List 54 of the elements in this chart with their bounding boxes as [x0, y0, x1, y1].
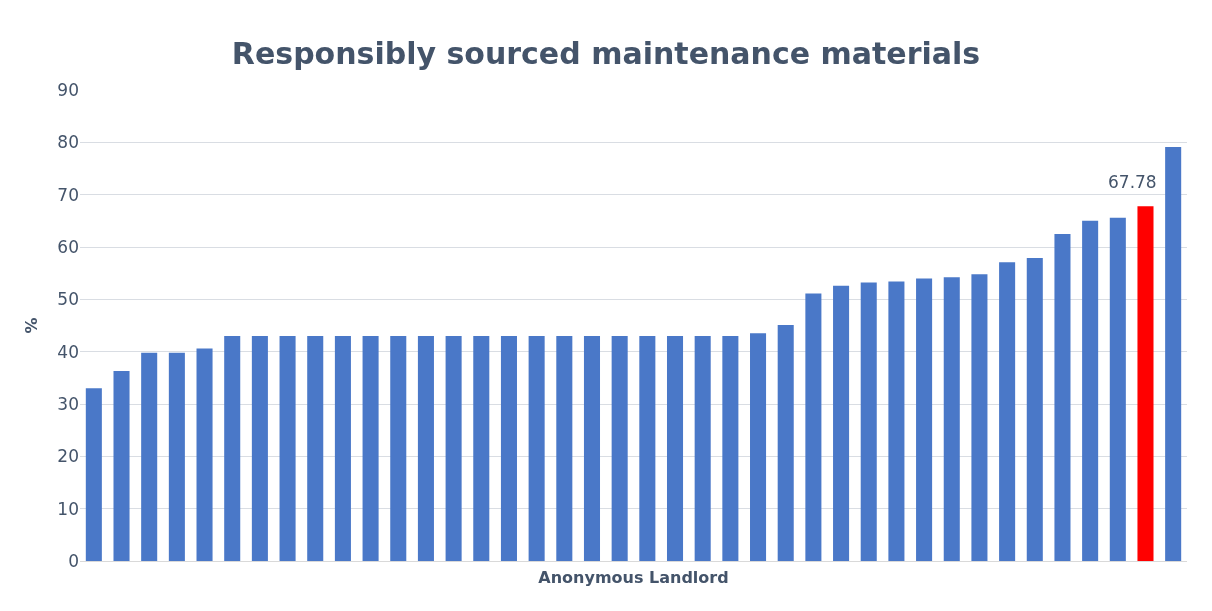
- chart-title: Responsibly sourced maintenance materials: [231, 35, 981, 71]
- bar: [168, 352, 185, 561]
- bar: [196, 348, 213, 561]
- y-tick-label: 20: [57, 446, 79, 467]
- bar: [860, 282, 877, 561]
- bar: [611, 335, 628, 561]
- bar: [722, 335, 739, 561]
- bar: [694, 335, 711, 561]
- bar: [1165, 147, 1182, 561]
- y-tick-label: 30: [57, 393, 79, 414]
- bar: [943, 277, 960, 561]
- bar: [417, 335, 434, 561]
- y-tick-label: 60: [57, 236, 79, 257]
- bar: [362, 335, 379, 561]
- bar: [583, 335, 601, 561]
- bar: [141, 352, 158, 561]
- y-tick-label: 90: [57, 79, 79, 100]
- bar: [1137, 206, 1154, 561]
- bar: [888, 281, 905, 561]
- bar: [1026, 257, 1043, 561]
- bar: [307, 335, 324, 561]
- bar: [666, 335, 684, 561]
- bar: [473, 335, 490, 561]
- bar: [113, 371, 130, 561]
- bar: [805, 293, 822, 561]
- bar: [971, 274, 988, 561]
- bar: [556, 335, 573, 561]
- bar: [999, 262, 1016, 561]
- x-axis-title: Anonymous Landlord: [538, 568, 729, 588]
- y-tick-label: 0: [68, 550, 79, 571]
- y-tick-label: 40: [57, 341, 79, 362]
- bar: [251, 335, 268, 561]
- y-tick-label: 70: [57, 184, 79, 205]
- y-tick-label: 10: [57, 498, 79, 519]
- y-axis-title: %: [22, 317, 42, 334]
- bar: [1109, 217, 1126, 561]
- bar: [833, 285, 850, 561]
- bar: [916, 278, 933, 561]
- bar: [528, 335, 545, 561]
- bar: [85, 388, 102, 561]
- bar: [224, 335, 241, 561]
- bar: [500, 335, 517, 561]
- bar: [445, 335, 462, 561]
- bar: [279, 335, 296, 561]
- bar: [777, 324, 794, 561]
- bar: [1082, 220, 1099, 561]
- bar: [750, 333, 767, 561]
- y-tick-label: 50: [57, 289, 79, 310]
- data-label: 67.78: [1108, 172, 1157, 192]
- bar: [334, 335, 351, 561]
- bar: [390, 335, 407, 561]
- y-tick-label: 80: [57, 132, 79, 153]
- bar: [1054, 233, 1071, 561]
- bar: [639, 335, 656, 561]
